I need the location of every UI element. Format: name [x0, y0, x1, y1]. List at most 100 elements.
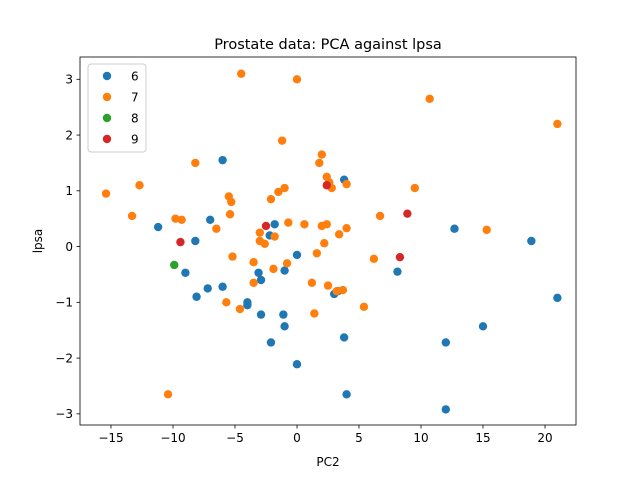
legend-label-7: 7 — [131, 91, 139, 105]
point-series-7-25 — [255, 228, 264, 237]
point-series-6-11 — [280, 266, 289, 275]
plot-area-frame — [79, 56, 577, 426]
point-series-6-2 — [153, 222, 163, 232]
point-series-7-37 — [228, 252, 237, 261]
point-series-9-3 — [403, 209, 412, 218]
point-series-7-19 — [410, 183, 419, 193]
point-series-7-11 — [227, 197, 236, 207]
point-series-7-30 — [300, 220, 309, 229]
point-series-7-34 — [342, 223, 351, 233]
x-tick-label: −5 — [226, 431, 244, 445]
point-series-7-51 — [310, 309, 319, 318]
point-series-6-16 — [243, 300, 252, 310]
point-series-8-0 — [170, 260, 179, 270]
x-tick-label: −15 — [98, 431, 123, 445]
x-tick-label: 20 — [537, 431, 552, 445]
point-series-6-30 — [478, 322, 488, 331]
point-series-7-18 — [342, 179, 351, 189]
point-series-7-9 — [101, 189, 111, 198]
x-tick-label: 0 — [293, 431, 301, 445]
point-series-7-40 — [249, 257, 258, 267]
legend-marker-6 — [102, 71, 112, 81]
point-series-7-39 — [269, 264, 278, 274]
point-series-7-46 — [323, 281, 333, 290]
x-tick-label: −10 — [160, 431, 185, 445]
x-axis-label: PC2 — [316, 455, 339, 469]
point-series-6-17 — [256, 310, 266, 319]
point-series-7-1 — [292, 75, 302, 84]
y-tick-label: −2 — [55, 351, 73, 365]
y-tick-label: 3 — [65, 73, 73, 87]
legend-marker-9 — [102, 134, 112, 144]
point-series-6-18 — [279, 310, 288, 319]
x-tick-label: 5 — [355, 431, 363, 445]
legend: 6 7 8 9 — [87, 63, 147, 153]
point-series-6-13 — [218, 282, 227, 291]
legend-label-6: 6 — [131, 70, 139, 84]
point-series-6-26 — [393, 267, 402, 276]
scatter-points — [101, 69, 562, 414]
y-tick-label: −3 — [55, 407, 73, 421]
y-tick-label: 2 — [65, 128, 73, 142]
point-series-7-43 — [369, 254, 379, 264]
point-series-7-24 — [212, 224, 221, 233]
point-series-7-22 — [177, 215, 186, 225]
point-series-7-23 — [225, 210, 235, 219]
point-series-7-33 — [334, 230, 344, 239]
point-series-9-0 — [261, 221, 271, 231]
point-series-7-4 — [277, 136, 287, 145]
x-tick-label: 10 — [413, 431, 428, 445]
point-series-6-32 — [553, 293, 562, 303]
y-axis-label: lpsa — [31, 229, 45, 254]
point-series-7-21 — [171, 214, 180, 223]
point-series-7-42 — [320, 239, 329, 248]
point-series-6-8 — [181, 268, 190, 277]
point-series-7-41 — [312, 249, 322, 258]
y-tick-label: 1 — [65, 184, 73, 198]
point-series-7-8 — [135, 181, 144, 190]
point-series-6-24 — [339, 333, 349, 342]
x-axis-ticks: −15 −10 −5 0 5 10 15 20 — [98, 425, 553, 445]
legend-label-8: 8 — [131, 112, 139, 126]
point-series-9-2 — [322, 181, 331, 190]
legend-marker-8 — [102, 113, 112, 123]
point-series-6-3 — [206, 215, 215, 225]
legend-box — [87, 63, 147, 153]
point-series-7-48 — [338, 285, 348, 295]
point-series-7-49 — [235, 304, 245, 314]
point-series-7-29 — [284, 218, 293, 227]
point-series-6-0 — [218, 155, 227, 165]
point-series-7-44 — [249, 278, 258, 288]
point-series-6-14 — [192, 292, 201, 301]
point-series-7-53 — [163, 390, 173, 399]
legend-marker-7 — [102, 92, 112, 102]
point-series-7-52 — [359, 302, 369, 311]
point-series-6-10 — [256, 275, 266, 285]
point-series-7-7 — [315, 158, 324, 168]
point-series-6-20 — [266, 338, 276, 347]
point-series-7-45 — [307, 278, 317, 288]
point-series-6-19 — [280, 322, 289, 331]
point-series-7-28 — [270, 232, 279, 241]
point-series-9-4 — [395, 252, 405, 262]
x-tick-label: 15 — [475, 431, 490, 445]
chart-title: Prostate data: PCA against lpsa — [214, 37, 442, 53]
point-series-7-13 — [274, 187, 283, 197]
point-series-7-5 — [191, 158, 200, 168]
point-series-6-21 — [292, 360, 302, 369]
point-series-7-50 — [222, 298, 231, 307]
point-series-7-32 — [322, 220, 331, 229]
y-tick-label: 0 — [65, 240, 73, 254]
point-series-7-3 — [553, 119, 562, 129]
point-series-7-36 — [482, 225, 491, 235]
y-tick-label: −1 — [55, 296, 73, 310]
point-series-6-6 — [270, 220, 279, 229]
point-series-9-1 — [176, 237, 185, 247]
point-series-7-20 — [127, 211, 137, 221]
point-series-6-28 — [441, 338, 450, 347]
point-series-7-38 — [282, 259, 292, 268]
point-series-7-35 — [375, 211, 385, 221]
point-series-6-29 — [441, 405, 450, 414]
point-series-7-0 — [237, 69, 246, 78]
